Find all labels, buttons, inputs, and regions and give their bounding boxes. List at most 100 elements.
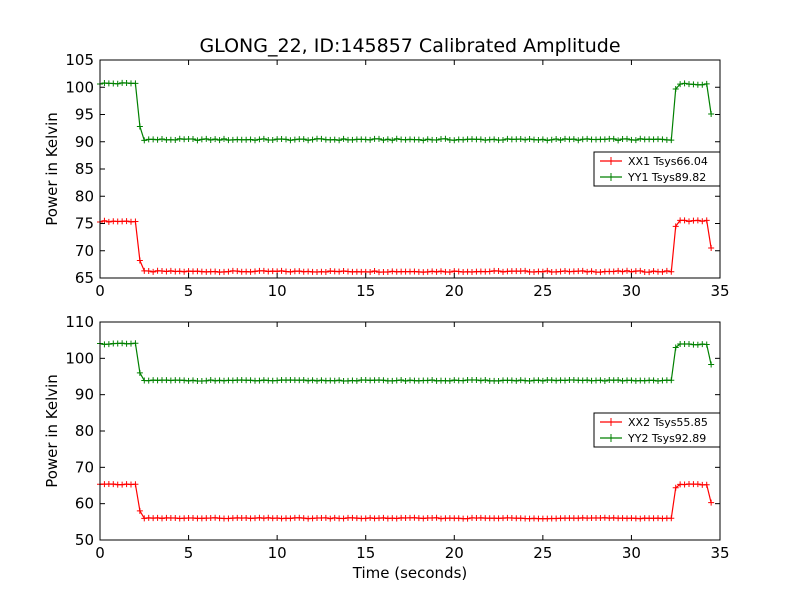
data-point	[393, 135, 400, 142]
y-tick-label: 110	[65, 313, 94, 331]
data-point	[544, 137, 551, 144]
data-point	[150, 268, 157, 275]
y-tick-label: 105	[65, 51, 94, 69]
data-point	[672, 223, 679, 230]
data-point	[367, 269, 374, 276]
x-tick-label: 25	[533, 544, 552, 562]
data-point	[668, 377, 675, 384]
data-point	[610, 135, 617, 142]
data-point	[190, 135, 196, 142]
legend-label: YY2 Tsys92.89	[627, 432, 706, 445]
chart-panel-2: 0 5 10 15 20 25 30 35 50 60 70 80 90 100 110 Power in K…	[43, 313, 730, 582]
data-point	[314, 377, 320, 384]
data-point	[159, 135, 165, 142]
data-point	[703, 80, 710, 87]
data-point	[557, 268, 564, 275]
legend-box	[593, 412, 721, 448]
chart-panel-1: 0 5 10 15 20 25 30 35 65 70 75 80 85 90 95 100 105 Power …	[43, 51, 730, 300]
data-point	[663, 267, 670, 274]
data-point	[336, 137, 343, 144]
data-point	[433, 137, 440, 144]
data-point	[105, 341, 112, 348]
data-point	[694, 217, 701, 224]
data-point	[371, 268, 378, 275]
data-point	[637, 135, 644, 142]
data-point	[668, 515, 675, 522]
data-point	[535, 377, 542, 384]
data-point	[252, 137, 258, 144]
data-point	[212, 136, 219, 143]
data-point	[203, 377, 210, 384]
data-point	[105, 218, 112, 225]
data-point	[464, 515, 471, 522]
data-point	[274, 377, 281, 384]
data-point	[340, 135, 347, 142]
data-point	[539, 136, 546, 143]
data-point	[672, 344, 679, 351]
x-tick-label: 35	[710, 282, 729, 300]
legend-label: YY1 Tsys89.82	[627, 171, 706, 184]
data-point	[420, 137, 427, 144]
x-tick-label: 15	[356, 282, 375, 300]
data-point	[708, 110, 715, 117]
series-markers-2	[97, 79, 715, 144]
data-point	[535, 136, 542, 143]
data-point	[526, 136, 533, 143]
data-point	[163, 268, 170, 275]
y-tick-label: 60	[75, 495, 94, 513]
y-tick-label: 100	[65, 78, 94, 96]
data-point	[557, 137, 564, 144]
x-tick-label: 30	[622, 282, 641, 300]
data-point	[380, 137, 387, 144]
data-point	[207, 376, 214, 383]
data-point	[708, 361, 715, 368]
data-point	[619, 377, 626, 384]
data-point	[575, 137, 582, 144]
series-markers-1	[97, 480, 715, 522]
legend: XX1 Tsys66.04 YY1 Tsys89.82	[593, 151, 721, 187]
data-point	[659, 268, 666, 275]
data-point	[393, 515, 400, 522]
data-point	[291, 136, 298, 143]
data-point	[136, 257, 143, 264]
data-point	[415, 136, 422, 143]
x-tick-label: 15	[356, 544, 375, 562]
data-point	[287, 515, 294, 522]
data-point	[300, 136, 307, 143]
data-point	[216, 137, 223, 144]
data-point	[526, 377, 533, 384]
data-point	[336, 268, 343, 275]
data-point	[522, 267, 529, 274]
data-point	[637, 515, 644, 522]
data-point	[694, 341, 701, 348]
data-point	[190, 377, 196, 384]
data-point	[119, 340, 126, 347]
data-point	[225, 268, 232, 275]
data-point	[460, 377, 467, 384]
data-point	[703, 217, 710, 224]
data-point	[597, 269, 604, 276]
data-point	[136, 123, 143, 130]
data-point	[256, 136, 263, 143]
data-point	[132, 218, 139, 225]
data-point	[703, 481, 710, 488]
data-point	[287, 268, 294, 275]
data-point	[114, 80, 121, 87]
data-point	[544, 267, 551, 274]
data-point	[601, 377, 608, 384]
data-point	[451, 137, 458, 144]
legend-box	[593, 151, 721, 187]
series-line-2	[99, 82, 712, 142]
series-markers-1	[97, 217, 715, 276]
data-point	[132, 340, 139, 347]
data-point	[167, 267, 174, 274]
data-point	[305, 137, 312, 144]
x-tick-label: 25	[533, 282, 552, 300]
data-point	[322, 268, 329, 275]
y-tick-label: 80	[75, 187, 94, 205]
data-point	[513, 377, 520, 384]
x-tick-label: 10	[268, 544, 287, 562]
y-tick-label: 90	[75, 386, 94, 404]
data-point	[632, 137, 639, 144]
data-point	[579, 267, 586, 274]
